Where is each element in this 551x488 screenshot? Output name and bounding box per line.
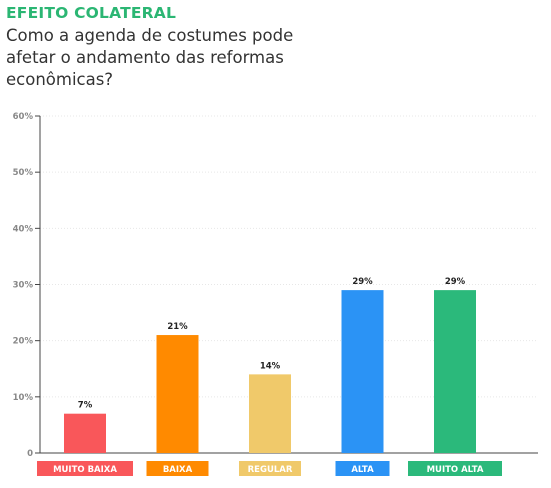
data-label: 29% bbox=[352, 277, 373, 287]
data-label: 7% bbox=[78, 401, 93, 411]
data-label: 29% bbox=[445, 277, 466, 287]
category-label-box bbox=[146, 461, 209, 476]
data-label: 21% bbox=[167, 322, 188, 332]
category-label-box bbox=[239, 461, 301, 476]
y-tick-label: 40% bbox=[13, 224, 34, 234]
y-tick-label: 10% bbox=[13, 393, 34, 403]
y-tick-label: 20% bbox=[13, 337, 34, 347]
y-tick-label: 50% bbox=[13, 168, 34, 178]
category-label: BAIXA bbox=[163, 465, 193, 475]
y-tick-label: 60% bbox=[13, 112, 34, 122]
data-label: 14% bbox=[260, 361, 281, 371]
bar bbox=[64, 413, 106, 453]
category-label: ALTA bbox=[351, 465, 374, 475]
category-label-box bbox=[37, 461, 133, 476]
chart-headline: Como a agenda de costumes pode afetar o … bbox=[6, 26, 294, 89]
chart-kicker: EFEITO COLATERAL bbox=[6, 4, 177, 22]
bar bbox=[156, 335, 199, 453]
y-tick-label: 0 bbox=[27, 449, 33, 459]
bar bbox=[249, 374, 291, 453]
category-label-box bbox=[335, 461, 390, 476]
category-label: MUITO ALTA bbox=[427, 465, 484, 475]
category-label: REGULAR bbox=[248, 465, 293, 475]
bar bbox=[341, 290, 384, 453]
bar bbox=[434, 290, 476, 453]
category-label: MUITO BAIXA bbox=[53, 465, 117, 475]
category-label-box bbox=[408, 461, 502, 476]
y-tick-label: 30% bbox=[13, 281, 34, 291]
